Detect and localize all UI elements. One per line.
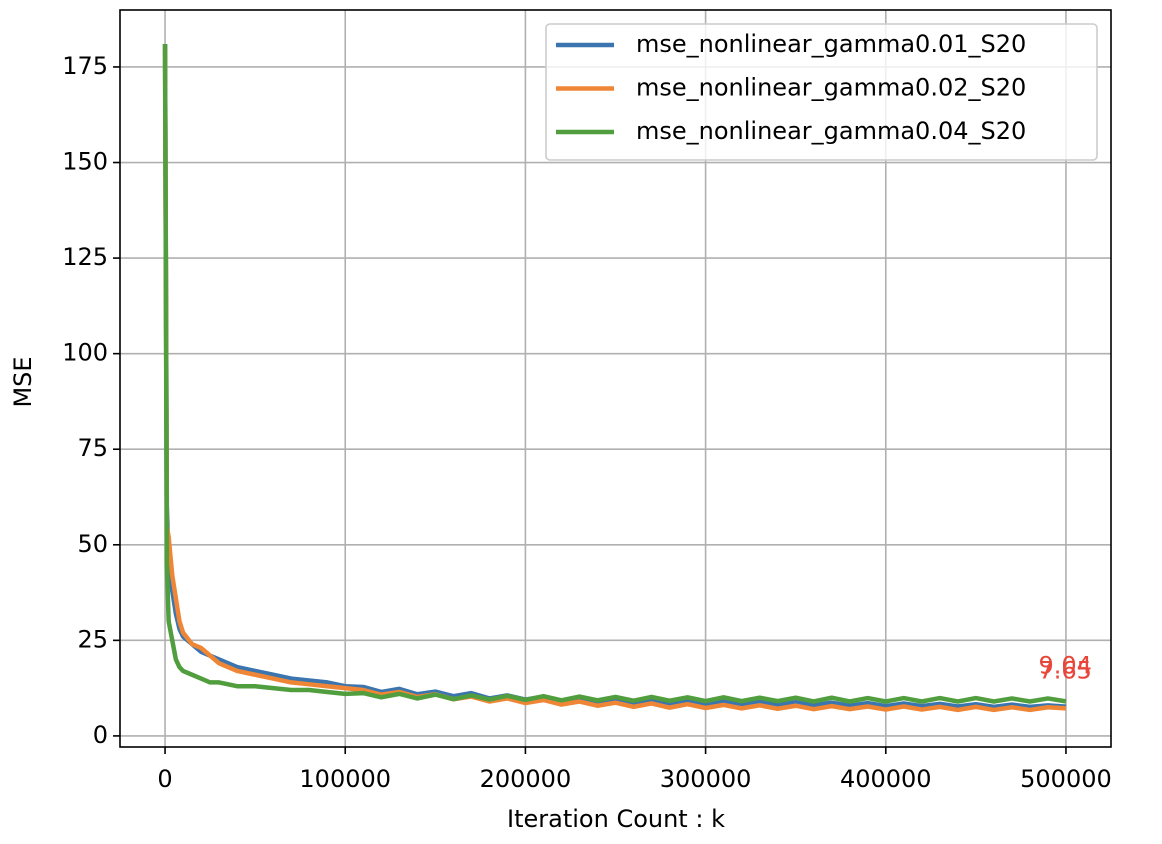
plot-frame [119,9,1112,748]
x-axis-label: Iteration Count : k [507,805,725,833]
series-line [162,44,1067,704]
x-tick-label: 100000 [299,765,391,793]
y-tick-label: 125 [62,243,108,271]
annotation: 7.65 [1039,657,1092,685]
x-tick-label: 500000 [1020,765,1112,793]
y-axis-label: MSE [9,356,37,407]
y-tick-label: 75 [77,434,108,462]
legend-box [545,23,1098,161]
x-tick-label: 200000 [480,765,572,793]
y-tick-label: 175 [62,52,108,80]
legend-label: mse_nonlinear_gamma0.02_S20 [636,74,1026,102]
legend-label: mse_nonlinear_gamma0.01_S20 [636,30,1026,58]
legend-label: mse_nonlinear_gamma0.04_S20 [636,117,1026,145]
x-tick-label: 300000 [660,765,752,793]
y-tick-label: 25 [77,625,108,653]
x-tick-label: 400000 [840,765,932,793]
y-tick-label: 50 [77,530,108,558]
legend: mse_nonlinear_gamma0.01_S20 mse_nonlinear… [545,23,1098,161]
y-tick-label: 150 [62,148,108,176]
annotation: 9.04 [1039,651,1092,679]
y-tick-label: 0 [93,721,108,749]
series-line [162,47,1067,713]
x-tick-label: 0 [157,765,172,793]
y-tick-label: 100 [62,339,108,367]
